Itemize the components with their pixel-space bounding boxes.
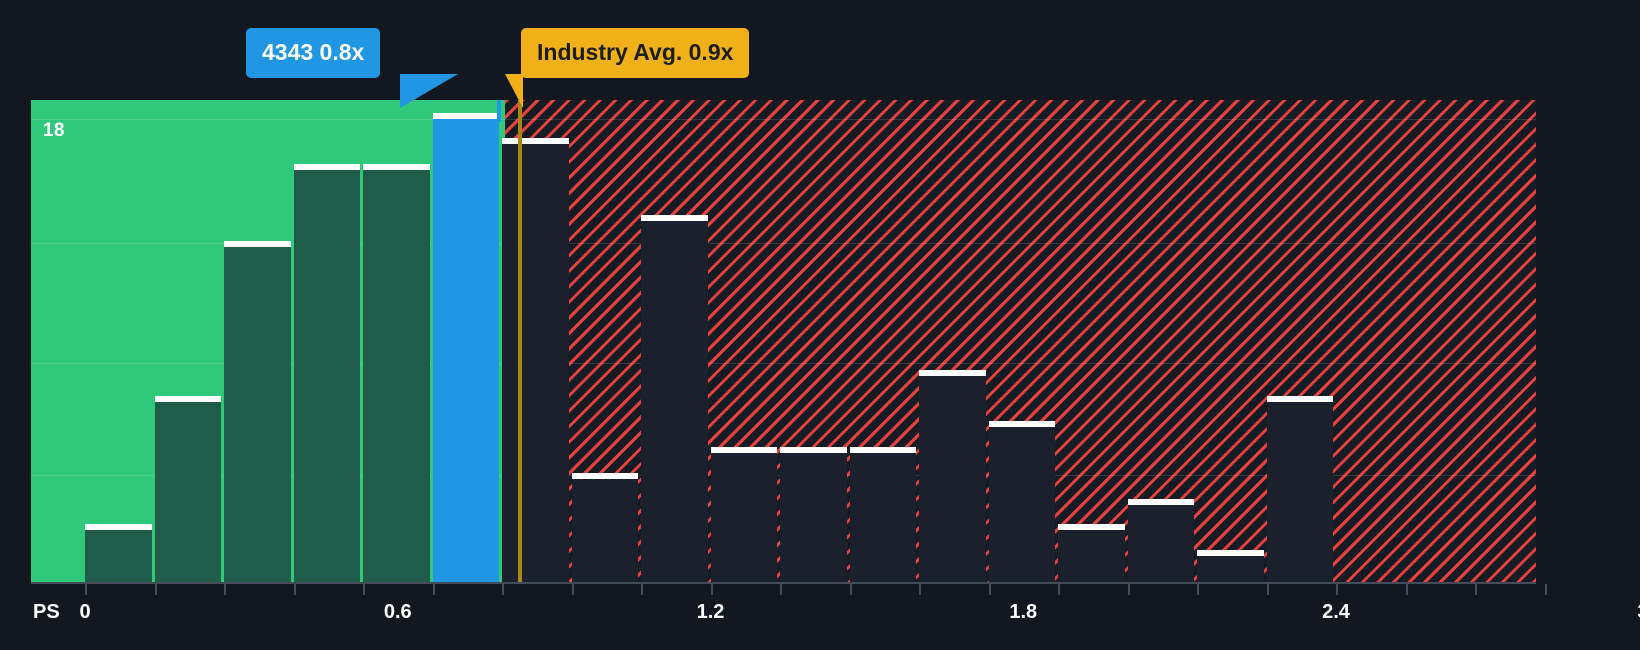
x-axis-tick-label: 0.6 <box>383 601 412 623</box>
x-axis-tick <box>1336 584 1338 595</box>
x-axis-tick <box>1127 584 1130 595</box>
bar-top-cap <box>502 138 569 144</box>
bar-top-cap <box>154 396 221 402</box>
x-axis-prefix-label: PS <box>33 601 60 623</box>
histogram-bar[interactable] <box>432 113 499 582</box>
bar-top-cap <box>849 447 916 453</box>
x-axis-tick <box>1266 584 1269 595</box>
x-axis-tick <box>1197 584 1199 595</box>
bar-top-cap <box>1127 499 1194 505</box>
x-axis-tick <box>988 584 991 595</box>
histogram-bar[interactable] <box>710 447 777 582</box>
x-axis-tick <box>363 584 365 595</box>
histogram-bar[interactable] <box>641 215 708 582</box>
x-axis-tick <box>919 584 921 595</box>
x-axis-tick <box>780 584 782 595</box>
bar-top-cap <box>780 447 847 453</box>
histogram-bar[interactable] <box>1197 550 1264 582</box>
selected-company-connector <box>497 100 501 122</box>
bar-top-cap <box>641 215 708 221</box>
bar-top-cap <box>363 164 430 170</box>
histogram-bar[interactable] <box>224 241 291 582</box>
histogram-bar[interactable] <box>502 138 569 582</box>
bar-top-cap <box>85 524 152 530</box>
industry-average-line <box>518 100 522 582</box>
x-axis-line <box>31 582 1536 584</box>
histogram-bar[interactable] <box>849 447 916 582</box>
x-axis-tick-label: 2.4 <box>1322 601 1350 623</box>
bar-top-cap <box>293 164 360 170</box>
x-axis-tick <box>224 584 226 595</box>
histogram-bar[interactable] <box>919 370 986 582</box>
x-axis-tick <box>1058 584 1060 595</box>
x-axis-tick <box>502 584 504 595</box>
y-axis-max-label: 18 <box>43 120 65 141</box>
x-axis-tick <box>1544 584 1547 595</box>
x-axis-tick-label: 3+ <box>1637 601 1640 624</box>
x-axis-tick-label: 1.2 <box>696 601 725 623</box>
bar-top-cap <box>1266 396 1333 402</box>
bar-top-cap <box>710 447 777 453</box>
histogram-bar[interactable] <box>154 396 221 582</box>
x-axis-tick <box>1405 584 1408 595</box>
histogram-bar[interactable] <box>363 164 430 582</box>
x-axis-tick <box>849 584 852 595</box>
x-axis-tick <box>641 584 643 595</box>
company-tooltip[interactable]: 4343 0.8x <box>246 28 381 78</box>
histogram-bar[interactable] <box>780 447 847 582</box>
histogram-bar[interactable] <box>85 524 152 582</box>
x-axis-tick <box>432 584 435 595</box>
x-axis-tick <box>154 584 157 595</box>
x-axis-tick <box>85 584 87 595</box>
industry-average-tooltip-tail <box>505 74 523 108</box>
x-axis-tick <box>710 584 713 595</box>
x-axis-tick-label: 0 <box>79 601 91 623</box>
bars-layer <box>31 100 1536 582</box>
histogram-bar[interactable] <box>571 473 638 582</box>
x-axis-tick-label: 1.8 <box>1009 601 1038 623</box>
bar-top-cap <box>432 113 499 119</box>
histogram-bar[interactable] <box>293 164 360 582</box>
plot-area <box>31 100 1536 582</box>
bar-top-cap <box>919 370 986 376</box>
x-axis-tick <box>1475 584 1477 595</box>
bar-top-cap <box>571 473 638 479</box>
bar-top-cap <box>988 421 1055 427</box>
histogram-bar[interactable] <box>1266 396 1333 582</box>
bar-top-cap <box>1058 524 1125 530</box>
bar-top-cap <box>224 241 291 247</box>
x-axis-tick <box>293 584 296 595</box>
histogram-bar[interactable] <box>988 421 1055 582</box>
histogram-bar[interactable] <box>1127 499 1194 582</box>
industry-average-tooltip[interactable]: Industry Avg. 0.9x <box>521 28 750 78</box>
company-tooltip-tail <box>400 74 458 108</box>
histogram-bar[interactable] <box>1058 524 1125 582</box>
x-axis-tick <box>571 584 574 595</box>
bar-top-cap <box>1197 550 1264 556</box>
